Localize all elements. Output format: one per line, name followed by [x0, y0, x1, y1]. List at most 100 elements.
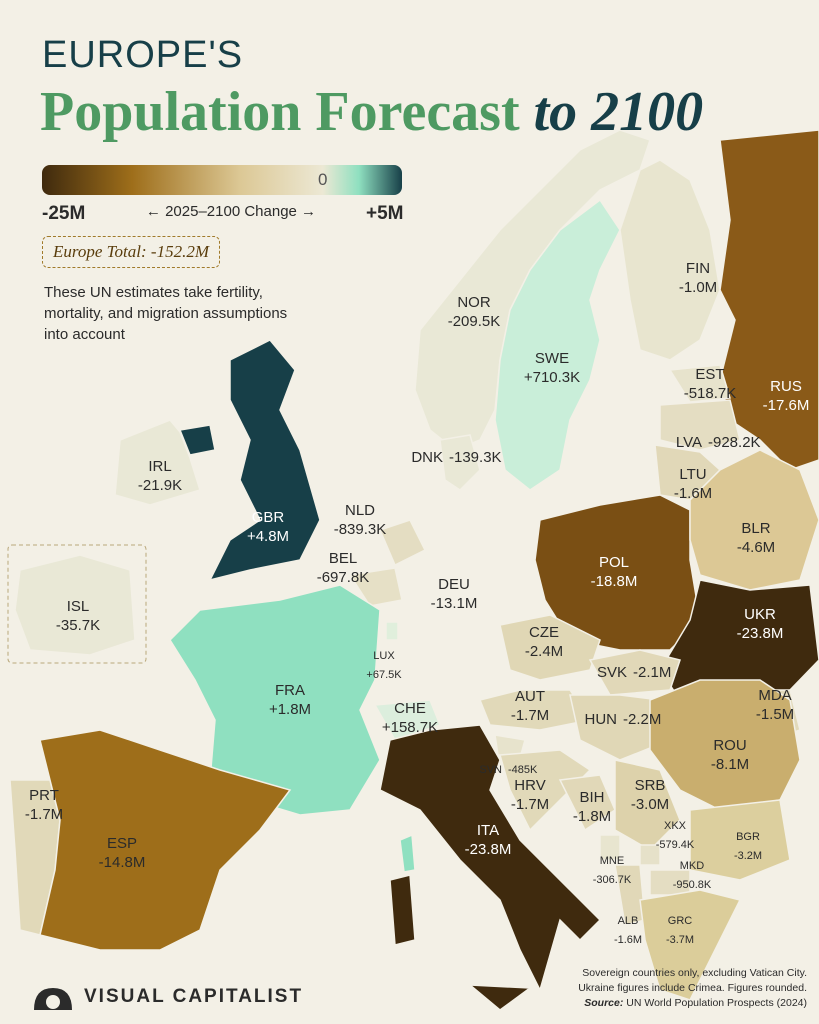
country: [499, 749, 592, 832]
country: [39, 729, 292, 951]
country-value: -8.1M: [711, 756, 749, 773]
country-code: FIN: [686, 260, 710, 277]
footnote-line: Sovereign countries only, excluding Vati…: [582, 967, 807, 979]
country-value: -3.2M: [734, 850, 762, 862]
country-value: -1.6M: [614, 934, 642, 946]
country-shape: [614, 759, 681, 851]
country-value: +158.7K: [382, 719, 438, 736]
country-shape: [599, 834, 621, 861]
country-code: RUS: [770, 378, 802, 395]
country-shape: [378, 519, 427, 567]
country: [385, 621, 399, 641]
country-value: -17.6M: [763, 397, 810, 414]
country: [689, 449, 819, 591]
country-value: -697.8K: [317, 569, 370, 586]
country-code: NOR: [457, 294, 491, 311]
countries: [9, 129, 819, 1011]
country-shape: [389, 874, 416, 946]
country-value: -518.7K: [684, 385, 737, 402]
country-value: -2.1M: [633, 664, 671, 681]
country: [689, 799, 791, 881]
legend-caption: ← 2025–2100 Change →: [145, 203, 317, 220]
country: [348, 567, 403, 607]
country-value: -3.0M: [631, 796, 669, 813]
country-code: FRA: [275, 682, 305, 699]
country-shape: [659, 399, 741, 451]
title-main: Population Forecast: [40, 81, 520, 143]
title: Population Forecast to 2100: [40, 80, 703, 144]
country-shape: [689, 449, 819, 591]
country-code: GRC: [668, 915, 693, 927]
country-shape: [14, 554, 136, 656]
country: [659, 399, 741, 451]
country-code: GBR: [252, 509, 285, 526]
country-labels: NOR -209.5K SWE +710.3K FIN -1.0M RUS -17.6M EST…: [25, 260, 810, 946]
country: [639, 844, 661, 866]
country-shape: [639, 844, 661, 866]
country-value: +4.8M: [247, 528, 289, 545]
source-text: UN World Population Prospects (2024): [626, 997, 807, 1009]
country-value: -139.3K: [449, 449, 502, 466]
country-value: +67.5K: [366, 669, 402, 681]
country-shape: [399, 833, 416, 873]
country-code: BGR: [736, 831, 760, 843]
country: [178, 339, 321, 582]
country: [378, 519, 427, 567]
country-shape: [439, 434, 481, 491]
country-code: POL: [599, 554, 629, 571]
country-value: -928.2K: [708, 434, 761, 451]
country-value: -1.7M: [25, 806, 63, 823]
country-value: -579.4K: [656, 839, 695, 851]
country-code: SVK: [597, 664, 627, 681]
country-code: BIH: [579, 789, 604, 806]
legend-caption-text: 2025–2100 Change: [165, 203, 297, 220]
country: [588, 649, 681, 696]
country-value: -1.8M: [573, 808, 611, 825]
legend-gradient: [42, 165, 402, 195]
country-value: -4.6M: [737, 539, 775, 556]
brand: VISUAL CAPITALIST: [84, 986, 304, 1007]
country-code: BLR: [741, 520, 770, 537]
country-code: ITA: [477, 822, 499, 839]
country-code: XKX: [664, 820, 687, 832]
country-code: MNE: [600, 855, 624, 867]
country: [169, 584, 416, 873]
country-value: -3.7M: [666, 934, 694, 946]
country-value: -14.8M: [99, 854, 146, 871]
country-code: ROU: [713, 737, 746, 754]
country-code: SWE: [535, 350, 569, 367]
country-code: LTU: [679, 466, 706, 483]
country-shape: [208, 339, 321, 582]
country-shape: [649, 679, 801, 811]
country-value: -209.5K: [448, 313, 501, 330]
country-shape: [499, 749, 592, 832]
country: [114, 419, 201, 506]
country-value: -306.7K: [593, 874, 632, 886]
country-value: -13.1M: [431, 595, 478, 612]
country-code: LVA: [676, 434, 702, 451]
country-shape: [467, 984, 533, 1011]
country-value: -950.8K: [673, 879, 712, 891]
country: [494, 198, 621, 491]
country-code: SRB: [635, 777, 666, 794]
europe-total: Europe Total: -152.2M: [42, 236, 220, 268]
country-shape: [588, 649, 681, 696]
country-shape: [39, 729, 292, 951]
country-code: IRL: [148, 458, 171, 475]
country-code: PRT: [29, 787, 59, 804]
country-code: CHE: [394, 700, 426, 717]
legend-min: -25M: [42, 203, 86, 224]
country-code: MKD: [680, 860, 705, 872]
country-code: AUT: [515, 688, 545, 705]
country-value: -18.8M: [591, 573, 638, 590]
footnote: Sovereign countries only, excluding Vati…: [578, 966, 807, 1011]
footnote-line: Ukraine figures include Crimea. Figures …: [578, 982, 807, 994]
country-shape: [114, 419, 201, 506]
logo: [34, 988, 72, 1010]
country-code: ESP: [107, 835, 137, 852]
country-code: MDA: [758, 687, 791, 704]
country-value: -1.6M: [674, 485, 712, 502]
country-shape: [385, 621, 399, 641]
country-value: -839.3K: [334, 521, 387, 538]
